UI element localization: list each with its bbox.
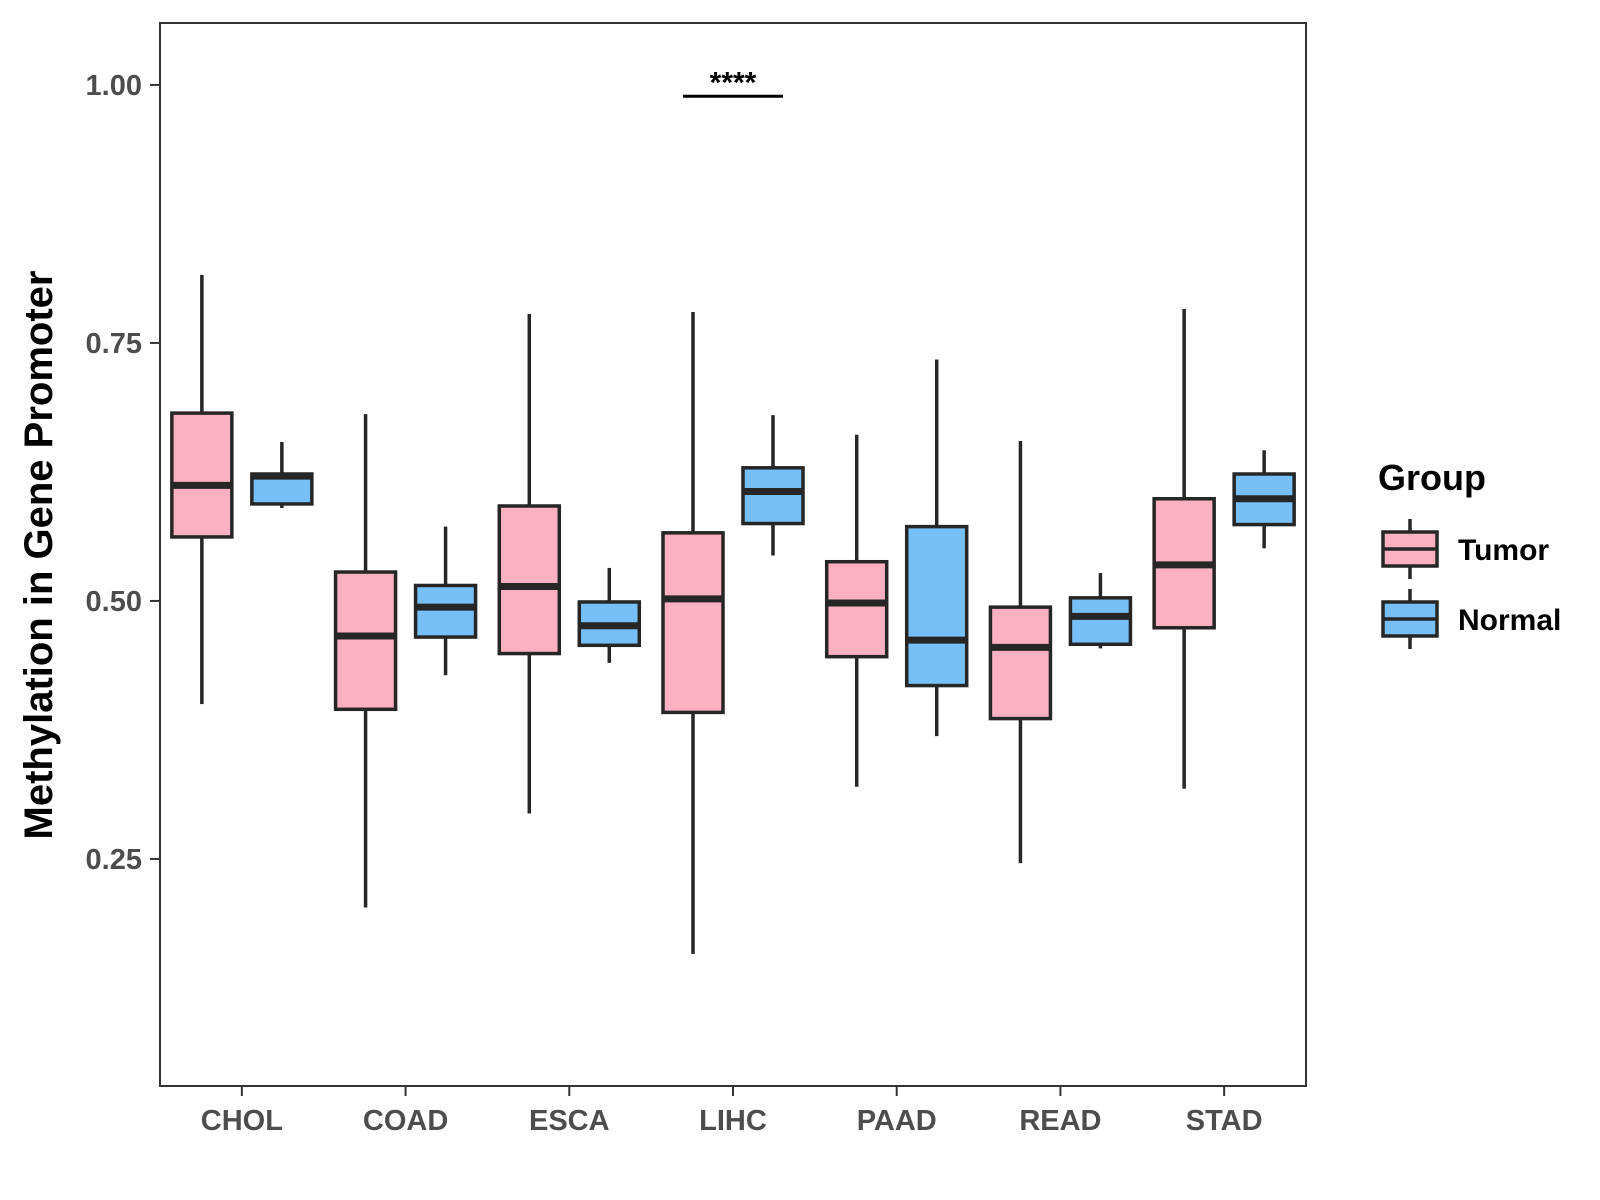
box-normal-coad [413,526,478,676]
x-tick-label-coad: COAD [363,1105,448,1137]
x-tick-label-esca: ESCA [529,1105,610,1137]
x-tick-label-lihc: LIHC [699,1105,767,1137]
legend-title: Group [1378,457,1486,498]
x-tick-label-chol: CHOL [201,1105,283,1137]
legend-key-normal [1381,589,1439,649]
y-tick-label: 0.50 [86,586,142,618]
box-tumor-read [988,440,1053,864]
legend: Group Tumor Normal [1378,457,1561,649]
y-tick-label: 0.25 [86,844,142,876]
legend-label-normal: Normal [1458,604,1561,637]
legend-label-tumor: Tumor [1458,534,1549,567]
legend-key-tumor [1381,519,1439,579]
box-body [413,583,478,639]
box-body [497,504,562,656]
box-normal-paad [904,359,969,737]
x-tick-label-read: READ [1019,1105,1101,1137]
box-tumor-coad [333,414,398,908]
box-body [170,411,234,539]
box-tumor-lihc [661,311,725,954]
legend-items: Tumor Normal [1381,519,1561,649]
plot-area: 0.25 0.50 0.75 1.00 CHOL COAD ESCA LIHC PAAD READ… [86,22,1307,1137]
box-normal-read [1068,573,1133,649]
box-body [333,570,398,712]
x-tick-label-stad: STAD [1186,1105,1263,1137]
box-body [741,466,805,526]
box-tumor-paad [824,434,889,787]
box-body [1068,596,1133,647]
y-axis-title: Methylation in Gene Promoter [17,271,61,840]
box-normal-lihc [741,415,805,556]
box-tumor-stad [1152,308,1216,789]
box-tumor-chol [170,274,234,705]
box-body [661,531,725,715]
y-tick-label: 0.75 [86,328,142,360]
box-body [824,559,889,659]
x-tick-label-paad: PAAD [857,1105,937,1137]
box-body [988,605,1053,721]
box-tumor-esca [497,314,562,814]
box-normal-chol [250,442,314,509]
box-normal-esca [577,567,642,663]
box-normal-stad [1232,450,1296,549]
y-tick-label: 1.00 [86,70,142,102]
box-body [904,524,969,688]
significance-label: **** [710,66,757,99]
